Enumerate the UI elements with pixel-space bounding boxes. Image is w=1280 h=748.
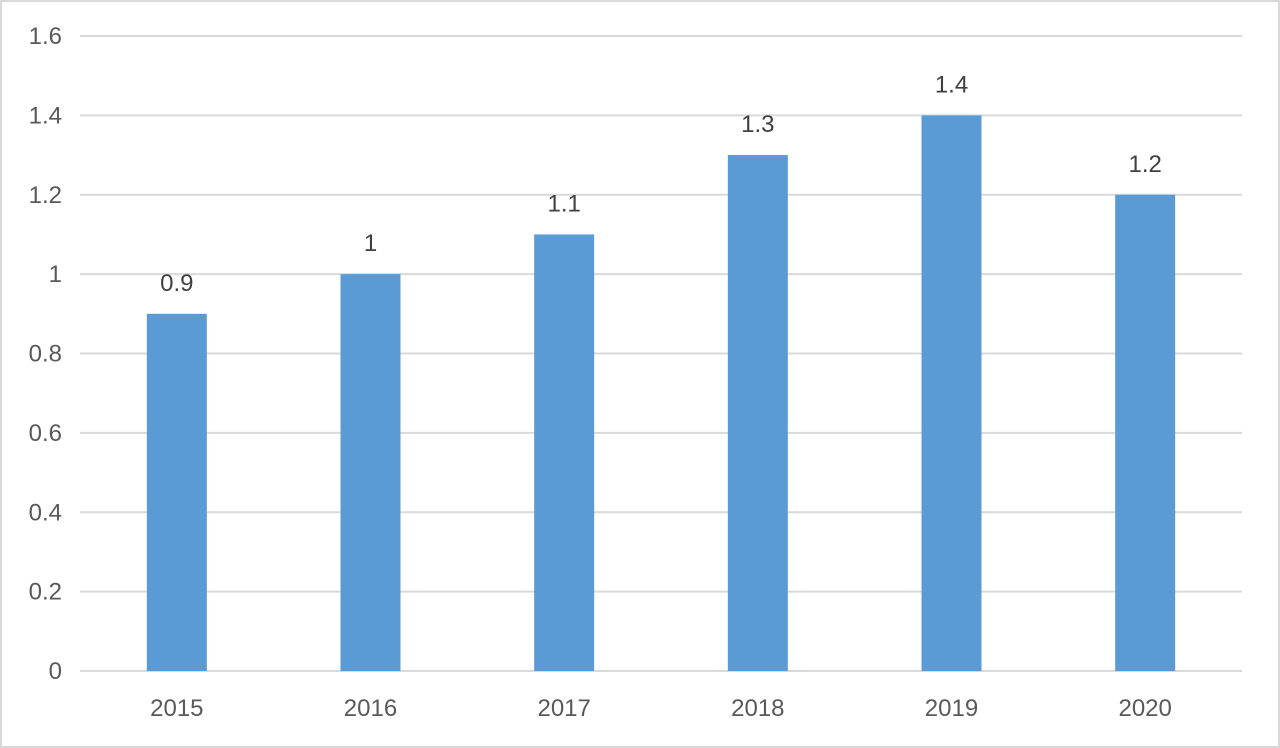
data-label: 1.4 (935, 71, 968, 98)
data-label: 1.3 (741, 111, 774, 138)
data-labels: 0.9 1 1.1 1.3 1.4 1.2 (160, 71, 1162, 296)
bar-2015 (146, 313, 207, 671)
x-tick-label: 2019 (925, 695, 978, 722)
y-tick-label: 1.2 (29, 182, 62, 209)
x-tick-label: 2016 (344, 695, 397, 722)
data-label: 0.9 (160, 270, 193, 297)
bars (146, 115, 1176, 671)
data-label: 1 (364, 230, 377, 257)
y-tick-label: 1.6 (29, 23, 62, 50)
x-tick-label: 2020 (1118, 695, 1171, 722)
y-axis-tick-labels: 0 0.2 0.4 0.6 0.8 1 1.2 1.4 1.6 (29, 23, 62, 685)
gridlines (80, 35, 1242, 672)
bar-2019 (921, 115, 982, 671)
y-tick-label: 0 (49, 658, 62, 685)
y-tick-label: 0.8 (29, 341, 62, 368)
y-tick-label: 0.6 (29, 420, 62, 447)
x-axis-tick-labels: 2015 2016 2017 2018 2019 2020 (150, 695, 1172, 722)
bar-2018 (727, 155, 788, 671)
bar-2017 (534, 234, 595, 671)
bar-2016 (340, 274, 401, 671)
y-tick-label: 0.2 (29, 579, 62, 606)
y-tick-label: 1.4 (29, 102, 62, 129)
x-tick-label: 2015 (150, 695, 203, 722)
x-tick-label: 2017 (537, 695, 590, 722)
data-label: 1.2 (1128, 151, 1161, 178)
y-tick-label: 1 (49, 261, 62, 288)
x-tick-label: 2018 (731, 695, 784, 722)
bar-2020 (1115, 194, 1176, 671)
y-tick-label: 0.4 (29, 499, 62, 526)
data-label: 1.1 (547, 190, 580, 217)
